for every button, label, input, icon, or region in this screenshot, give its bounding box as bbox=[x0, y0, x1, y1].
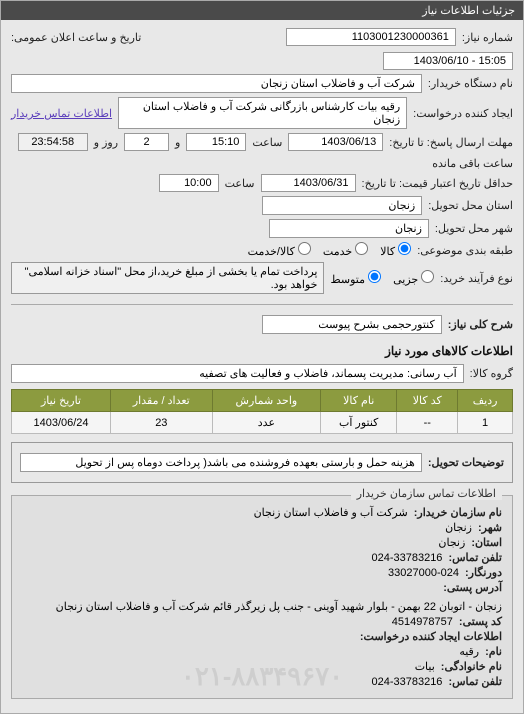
price-valid-time-label: ساعت bbox=[225, 177, 255, 190]
deadline-label: مهلت ارسال پاسخ: تا تاریخ: bbox=[389, 136, 513, 149]
radio-kala-label: کالا bbox=[380, 246, 395, 258]
need-desc-label: شرح کلی نیاز: bbox=[448, 318, 513, 331]
table-cell: 23 bbox=[111, 412, 213, 434]
c-province-label: شهر: bbox=[478, 521, 502, 534]
radio-khadmat-label: خدمت bbox=[323, 246, 352, 258]
goods-table: ردیفکد کالانام کالاواحد شمارشتعداد / مقد… bbox=[11, 389, 513, 434]
deadline-days: 2 bbox=[124, 133, 169, 151]
panel-header: جزئیات اطلاعات نیاز bbox=[1, 1, 523, 20]
c-reqcreator-title: اطلاعات ایجاد کننده درخواست: bbox=[360, 630, 502, 643]
c-cphone-value: 024-33783216 bbox=[371, 676, 442, 688]
c-name-value: رقیه bbox=[459, 645, 479, 658]
c-surname-value: بیات bbox=[415, 660, 435, 673]
c-addr-value: زنجان - اتوبان 22 بهمن - بلوار شهید آوین… bbox=[56, 600, 502, 613]
buyer-device-label: نام دستگاه خریدار: bbox=[428, 77, 513, 90]
c-province-value: زنجان bbox=[445, 521, 472, 534]
buy-process-radios: جزیی متوسط bbox=[330, 270, 434, 286]
deadline-remain: 23:54:58 bbox=[18, 133, 88, 151]
contact-block-title: اطلاعات تماس سازمان خریدار bbox=[351, 487, 502, 500]
buyer-contact-link[interactable]: اطلاعات تماس خریدار bbox=[11, 107, 112, 120]
goods-section-title: اطلاعات کالاهای مورد نیاز bbox=[11, 344, 513, 358]
c-phone-label: تلفن تماس: bbox=[448, 551, 502, 564]
deadline-date: 1403/06/13 bbox=[288, 133, 383, 151]
c-org-value: شرکت آب و فاضلاب استان زنجان bbox=[254, 506, 408, 519]
table-row: 1--کنتور آبعدد231403/06/24 bbox=[12, 412, 513, 434]
deadline-sep: و bbox=[175, 136, 180, 149]
table-header: تاریخ نیاز bbox=[12, 390, 111, 412]
c-city-label: استان: bbox=[471, 536, 502, 549]
buy-process-label: نوع فرآیند خرید: bbox=[440, 272, 513, 285]
buy-process-note: پرداخت تمام یا بخشی از مبلغ خرید،از محل … bbox=[11, 262, 324, 294]
radio-khadmat[interactable] bbox=[355, 242, 368, 255]
table-cell: -- bbox=[397, 412, 458, 434]
need-desc-value: کنتورحجمی بشرح پیوست bbox=[262, 315, 442, 334]
radio-medium-label: متوسط bbox=[330, 274, 365, 286]
radio-kala-khadmat[interactable] bbox=[298, 242, 311, 255]
table-cell: 1 bbox=[458, 412, 513, 434]
contact-block: اطلاعات تماس سازمان خریدار نام سازمان خر… bbox=[11, 495, 513, 699]
table-header: تعداد / مقدار bbox=[111, 390, 213, 412]
table-cell: کنتور آب bbox=[321, 412, 397, 434]
delivery-terms-label: توضیحات تحویل: bbox=[428, 456, 504, 469]
need-number-value: 1103001230000361 bbox=[286, 28, 456, 46]
creator-value: رقیه بیات کارشناس بازرگانی شرکت آب و فاض… bbox=[118, 97, 407, 129]
table-cell: عدد bbox=[212, 412, 321, 434]
need-number-label: شماره نیاز: bbox=[462, 31, 513, 44]
radio-kala-khadmat-label: کالا/خدمت bbox=[248, 246, 295, 258]
price-valid-label: حداقل تاریخ اعتبار قیمت: تا تاریخ: bbox=[362, 177, 513, 190]
deadline-days-label: روز و bbox=[94, 136, 118, 149]
creator-label: ایجاد کننده درخواست: bbox=[413, 107, 513, 120]
c-fax-label: دورنگار: bbox=[465, 566, 502, 579]
c-name-label: نام: bbox=[485, 645, 502, 658]
radio-medium[interactable] bbox=[368, 270, 381, 283]
separator bbox=[11, 304, 513, 305]
c-org-label: نام سازمان خریدار: bbox=[414, 506, 502, 519]
buyer-device-value: شرکت آب و فاضلاب استان زنجان bbox=[11, 74, 422, 93]
c-phone-value: 024-33783216 bbox=[371, 552, 442, 564]
subject-class-radios: کالا خدمت کالا/خدمت bbox=[248, 242, 412, 258]
c-city-value: زنجان bbox=[438, 536, 465, 549]
price-valid-time: 10:00 bbox=[159, 174, 219, 192]
subject-class-label: طبقه بندی موضوعی: bbox=[417, 244, 513, 257]
c-fax-value: 33027000-024 bbox=[388, 567, 459, 579]
table-header: نام کالا bbox=[321, 390, 397, 412]
radio-kala[interactable] bbox=[398, 242, 411, 255]
table-cell: 1403/06/24 bbox=[12, 412, 111, 434]
c-pcode-label: کد پستی: bbox=[459, 615, 502, 628]
announce-label: تاریخ و ساعت اعلان عمومی: bbox=[11, 31, 141, 44]
city-value: زنجان bbox=[269, 219, 429, 238]
deadline-remain-label: ساعت باقی مانده bbox=[432, 157, 513, 170]
announce-value: 15:05 - 1403/06/10 bbox=[383, 52, 513, 70]
city-label: شهر محل تحویل: bbox=[435, 222, 513, 235]
table-header: واحد شمارش bbox=[212, 390, 321, 412]
c-addr-label: آدرس پستی: bbox=[443, 581, 502, 594]
c-pcode-value: 4514978757 bbox=[392, 616, 453, 628]
deadline-time-label: ساعت bbox=[252, 136, 282, 149]
c-cphone-label: تلفن تماس: bbox=[448, 675, 502, 688]
province-label: استان محل تحویل: bbox=[428, 199, 513, 212]
c-surname-label: نام خانوادگی: bbox=[441, 660, 502, 673]
table-header: کد کالا bbox=[397, 390, 458, 412]
price-valid-date: 1403/06/31 bbox=[261, 174, 356, 192]
province-value: زنجان bbox=[262, 196, 422, 215]
goods-group-label: گروه کالا: bbox=[470, 367, 513, 380]
goods-group-value: آب رسانی: مدیریت پسماند، فاضلاب و فعالیت… bbox=[11, 364, 464, 383]
radio-small[interactable] bbox=[421, 270, 434, 283]
radio-small-label: جزیی bbox=[393, 274, 418, 286]
table-header: ردیف bbox=[458, 390, 513, 412]
delivery-terms-value: هزینه حمل و بارستی بعهده فروشنده می باشد… bbox=[20, 453, 422, 472]
deadline-time: 15:10 bbox=[186, 133, 246, 151]
